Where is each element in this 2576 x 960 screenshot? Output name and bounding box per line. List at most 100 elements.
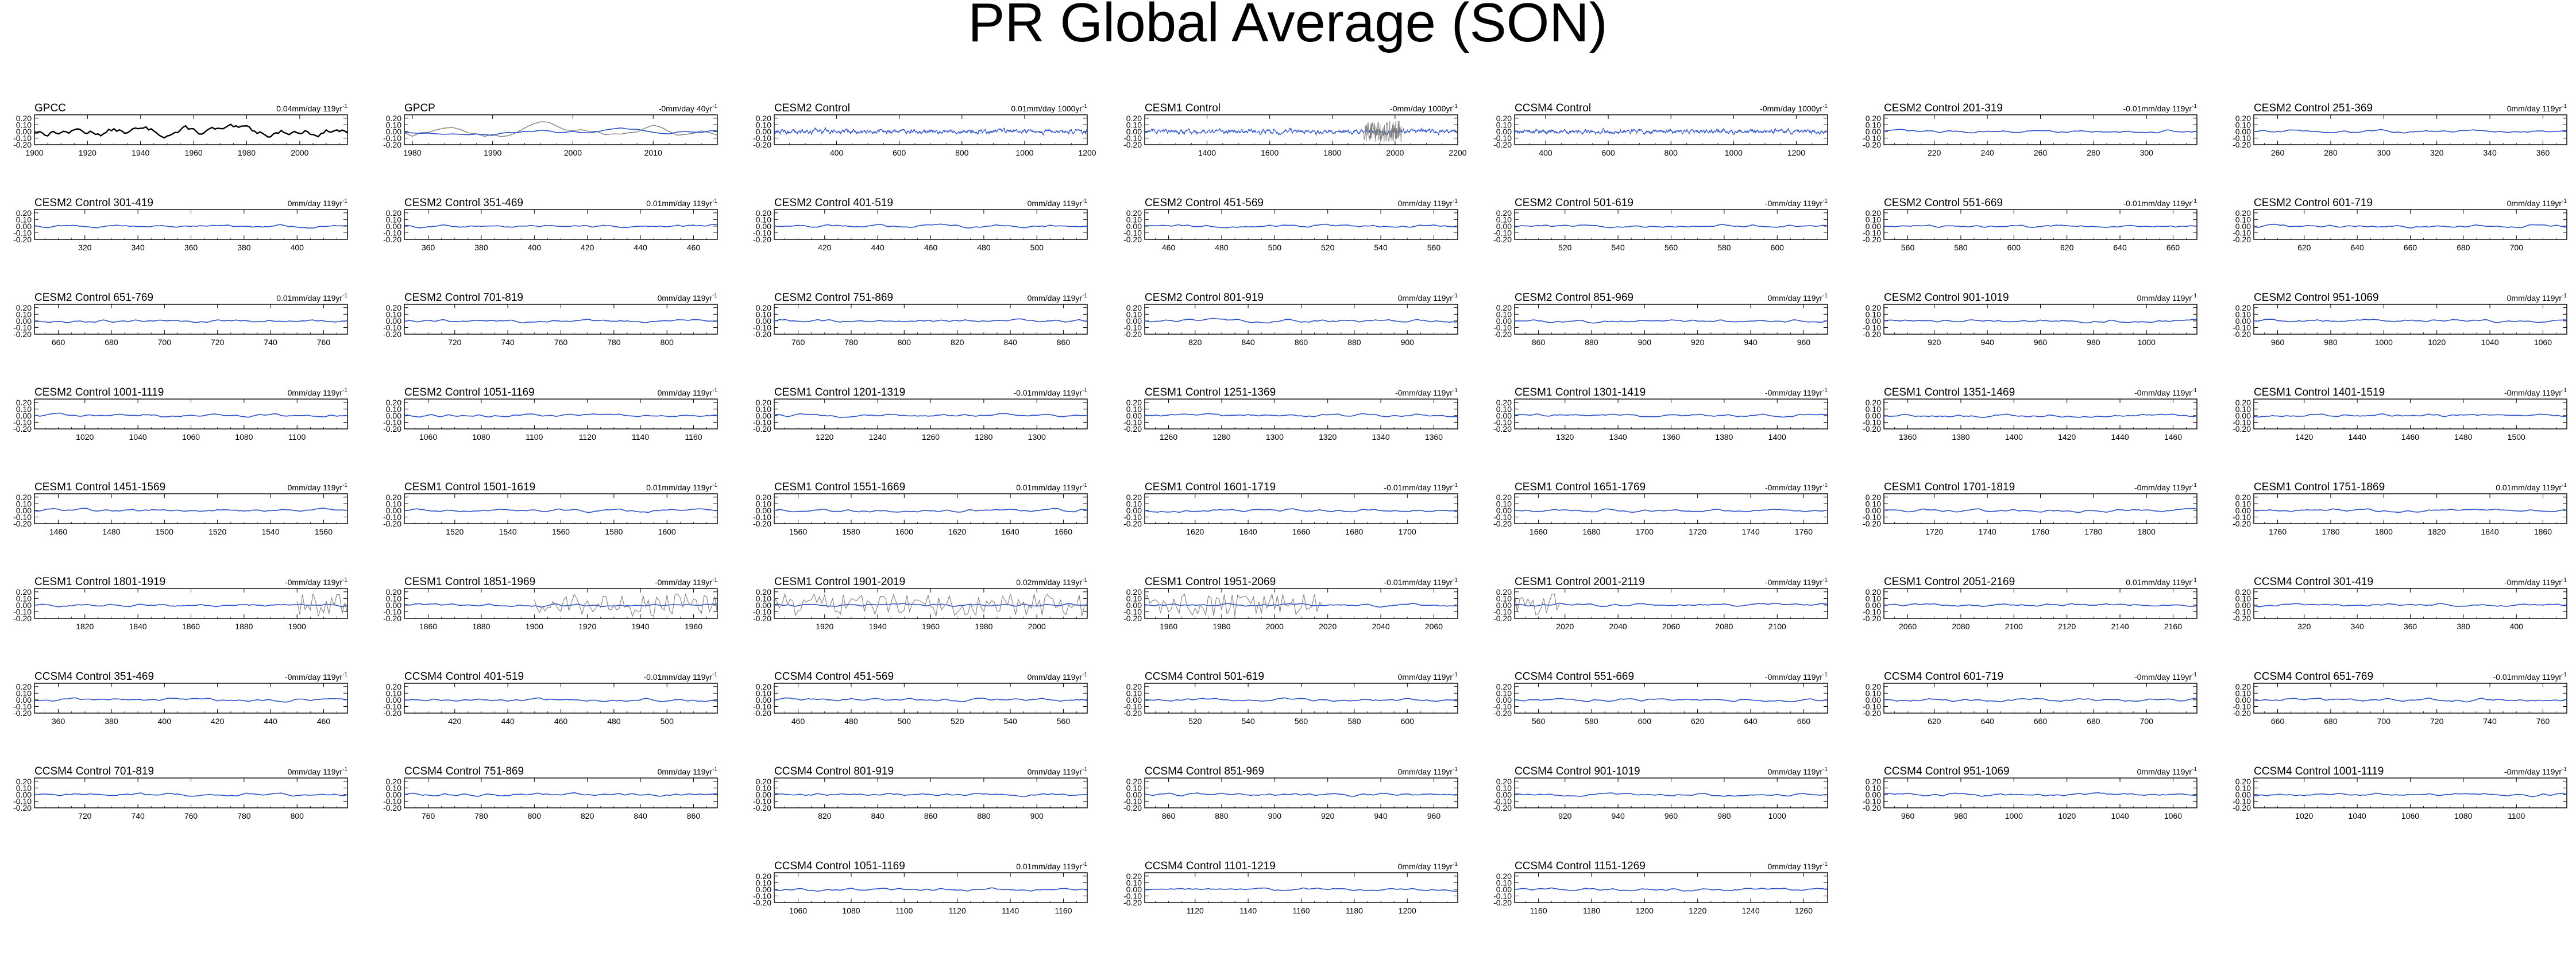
y-tick-label: 0.10 (1496, 215, 1512, 224)
model-series-line (1883, 508, 2197, 513)
panel-trend: 0mm/day 119yr-1 (288, 198, 348, 208)
x-tick-label: 2100 (1768, 622, 1786, 631)
y-tick-label: 0.20 (1126, 398, 1142, 407)
y-tick-label: -0.10 (383, 133, 401, 142)
x-tick-label: 1440 (2111, 432, 2129, 442)
y-tick-label: 0.20 (1126, 872, 1142, 881)
x-tick-label: 1680 (1345, 527, 1363, 536)
x-tick-label: 800 (291, 811, 304, 820)
panel-title: CESM2 Control (774, 102, 850, 114)
chart-panel: CCSM4 Control 751-869 0mm/day 119yr-1 0.20… (383, 765, 718, 820)
x-tick-label: 2160 (2164, 622, 2182, 631)
y-tick-label: -0.20 (753, 709, 771, 718)
x-tick-label: 480 (1215, 243, 1229, 252)
panel-title: CESM1 Control 1801-1919 (34, 576, 165, 588)
y-tick-label: -0.10 (13, 323, 32, 332)
model-series-line (1514, 602, 1828, 607)
x-tick-label: 1160 (1292, 906, 1310, 915)
chart-panel: CESM2 Control 251-369 0mm/day 119yr-1 0.20… (2233, 102, 2567, 157)
x-tick-label: 1900 (25, 148, 43, 157)
panel-trend: -0mm/day 119yr-1 (1395, 388, 1458, 397)
x-tick-label: 1120 (1187, 906, 1204, 915)
y-tick-label: 0.00 (756, 885, 771, 894)
y-tick-label: 0.10 (386, 688, 401, 698)
x-tick-label: 1020 (2295, 811, 2313, 820)
panel-trend: -0mm/day 119yr-1 (1765, 198, 1828, 208)
panel-trend: -0mm/day 119yr-1 (2134, 388, 2197, 397)
panel-trend: -0.01mm/day 119yr-1 (2123, 103, 2197, 113)
x-tick-label: 680 (2324, 717, 2338, 726)
y-tick-label: -0.20 (753, 140, 771, 149)
y-tick-label: 0.10 (1496, 404, 1512, 413)
y-tick-label: 0.10 (1496, 499, 1512, 508)
y-tick-label: -0.10 (13, 228, 32, 237)
x-tick-label: 960 (2034, 338, 2048, 347)
y-tick-label: 0.10 (2235, 499, 2251, 508)
trend-superscript: -1 (342, 388, 347, 394)
panel-title: CCSM4 Control 501-619 (1145, 671, 1264, 683)
model-series-line (1514, 413, 1828, 418)
panel-frame (34, 683, 348, 714)
y-tick-label: 0.10 (16, 783, 32, 792)
x-tick-label: 960 (2271, 338, 2285, 347)
x-tick-label: 1640 (1239, 527, 1257, 536)
y-tick-label: -0.10 (1863, 133, 1881, 142)
trend-superscript: -1 (1822, 577, 1828, 583)
y-tick-label: -0.10 (1493, 796, 1512, 806)
x-tick-label: 400 (158, 717, 172, 726)
y-tick-label: -0.10 (1863, 323, 1881, 332)
x-tick-label: 860 (1295, 338, 1308, 347)
x-tick-label: 1760 (2032, 527, 2049, 536)
y-tick-label: 0.10 (1866, 783, 1881, 792)
y-tick-label: 0.00 (386, 127, 401, 136)
chart-panel: CCSM4 Control 851-969 0mm/day 119yr-1 0.20… (1123, 765, 1458, 820)
trend-superscript: -1 (2192, 293, 2197, 299)
model-series-line (774, 508, 1088, 513)
x-tick-label: 320 (78, 243, 92, 252)
y-tick-label: -0.10 (2233, 702, 2251, 711)
x-tick-label: 520 (1188, 717, 1202, 726)
x-tick-label: 600 (893, 148, 906, 157)
x-tick-label: 1020 (2428, 338, 2446, 347)
y-tick-label: 0.00 (386, 506, 401, 515)
trend-superscript: -1 (342, 767, 347, 773)
y-tick-label: -0.20 (383, 330, 401, 339)
y-tick-label: 0.00 (1496, 885, 1512, 894)
x-tick-label: 860 (1162, 811, 1176, 820)
y-tick-label: -0.20 (753, 424, 771, 433)
panel-title: CESM2 Control 1051-1169 (404, 386, 535, 398)
model-series-line (1883, 697, 2197, 702)
trend-superscript: -1 (1453, 388, 1458, 394)
x-tick-label: 460 (554, 717, 568, 726)
y-tick-label: 0.00 (1126, 222, 1142, 231)
x-tick-label: 2120 (2058, 622, 2076, 631)
x-tick-label: 540 (1611, 243, 1625, 252)
y-tick-label: 0.00 (756, 695, 771, 704)
y-tick-label: 0.00 (1126, 127, 1142, 136)
chart-panel: CCSM4 Control 1101-1219 0mm/day 119yr-1 0.… (1123, 860, 1458, 915)
y-tick-label: -0.10 (1123, 891, 1142, 900)
panel-frame (404, 777, 718, 808)
x-tick-label: 380 (474, 243, 488, 252)
x-tick-label: 1980 (403, 148, 421, 157)
y-tick-label: -0.10 (2233, 607, 2251, 616)
y-tick-label: 0.20 (386, 493, 401, 502)
x-tick-label: 1920 (79, 148, 96, 157)
x-tick-label: 2000 (291, 148, 308, 157)
model-series-line (774, 697, 1088, 703)
x-tick-label: 1620 (1186, 527, 1204, 536)
y-tick-label: 0.00 (1496, 316, 1512, 326)
chart-panel: CCSM4 Control 451-569 0mm/day 119yr-1 0.20… (753, 671, 1088, 726)
model-series-line (1144, 127, 1458, 136)
x-tick-label: 300 (2140, 148, 2154, 157)
panel-title: CCSM4 Control (1515, 102, 1591, 114)
x-tick-label: 1540 (261, 527, 279, 536)
y-tick-label: 0.10 (1866, 499, 1881, 508)
x-tick-label: 1140 (632, 432, 649, 442)
x-tick-label: 1460 (49, 527, 67, 536)
y-tick-label: 0.10 (756, 688, 771, 698)
panel-title: CESM1 Control 2001-2119 (1515, 576, 1645, 588)
x-tick-label: 1320 (1556, 432, 1574, 442)
panel-title: CESM2 Control 601-719 (2254, 197, 2373, 209)
panel-grid: GPCC 0.04mm/day 119yr-10.200.100.00-0.10-… (13, 102, 2567, 915)
